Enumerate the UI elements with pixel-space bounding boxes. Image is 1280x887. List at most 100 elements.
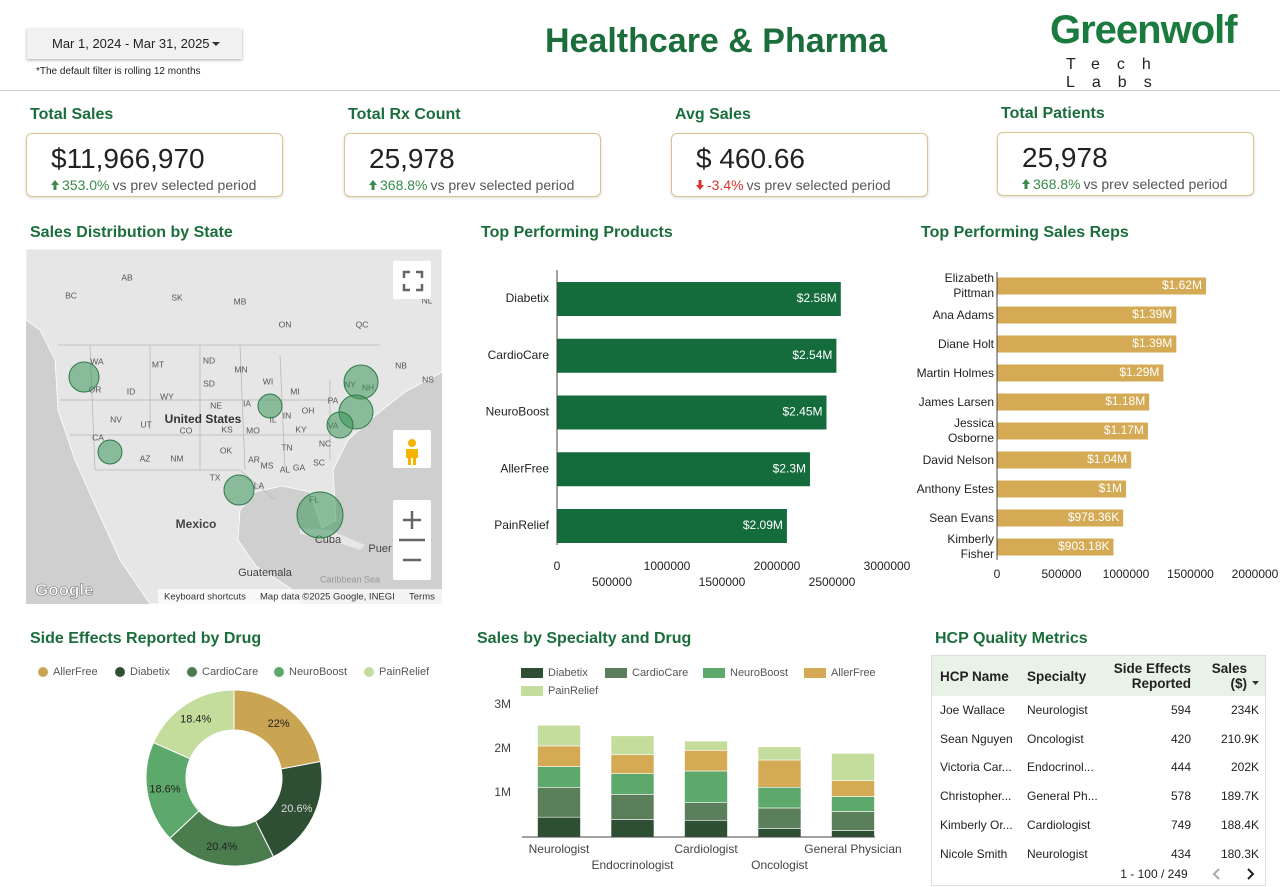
map-label: Puer [368,543,392,555]
category-label: Ana Adams [932,307,994,322]
map-label: MT [152,359,164,369]
stacked-bar-segment [757,746,802,761]
column-header[interactable]: Sales ($) [1197,656,1247,696]
value-label: $2.58M [797,291,837,305]
stacked-bar-segment [537,816,581,838]
map-label: IL [269,414,276,424]
section-title: Sales Distribution by State [30,224,233,241]
legend-marker [187,667,197,677]
sales-bubble [223,474,255,506]
slice-label: 18.4% [180,713,211,725]
trend-arrow [51,180,59,190]
map-label: QC [356,319,369,329]
table-cell: 234K [1230,703,1259,717]
section-title: Sales by Specialty and Drug [477,630,691,647]
stacked-bar-segment [757,828,802,838]
value-label: $1.39M [1132,307,1172,321]
stacked-bar-segment [537,745,581,767]
map-label: TX [210,472,221,482]
map-label: OR [89,384,102,394]
trend-arrow [696,180,704,190]
value-label: $978.36K [1068,510,1119,524]
value-label: $1.62M [1162,278,1202,292]
next-page[interactable] [1247,868,1255,880]
kpi-value: 25,978 [369,143,455,174]
slice-label: 18.6% [149,784,180,796]
table-cell: Sean Nguyen [940,731,1013,746]
bar [997,393,1150,411]
bar [997,538,1114,556]
stacked-bar-segment [684,802,728,821]
map-label: ND [203,355,215,365]
kpi-label: Avg Sales [675,106,751,123]
stacked-bar-segment [610,819,655,838]
legend-label: NeuroBoost [289,666,347,678]
table-cell: 189.7K [1220,789,1259,804]
prev-page[interactable] [1212,868,1220,880]
table-cell: Nicole Smith [940,846,1008,861]
x-tick-label: General Physician [804,842,901,856]
stacked-bar-segment [610,735,655,756]
column-header[interactable]: Specialty [1027,656,1107,696]
kpi-value: $ 460.66 [696,143,805,174]
stacked-bar-segment [831,780,875,797]
sales-bubble [97,439,123,465]
stacked-bar-segment [684,740,728,751]
change-value: 368.8% [380,177,428,193]
legend-label: Diabetix [548,667,588,679]
x-tick-label: 1000000 [644,559,691,573]
column-header[interactable]: HCP Name [940,656,1024,696]
column-header-text: Sales ($) [1211,661,1247,691]
stacked-bar-segment [537,786,581,818]
x-tick-label: 2000000 [754,559,801,573]
legend-swatch [605,668,627,678]
stacked-bar-segment [757,759,802,788]
legend-label: NeuroBoost [730,667,788,679]
table: HCP Name Specialty Side Effects Reported Sa… [931,655,1266,886]
sort-arrow [1252,681,1259,685]
column-header-text: Side Effects Reported [1113,661,1191,691]
map-label: KS [221,424,233,434]
bar [997,509,1124,527]
map-label: PA [328,395,339,405]
category-label: Diane Holt [937,336,994,351]
fullscreen-button[interactable] [393,261,431,299]
legend-swatch [521,668,543,678]
section-title: Top Performing Sales Reps [921,224,1129,241]
map-label: Guatemala [238,567,293,579]
kpi-label: Total Patients [1001,105,1105,122]
map-label: AL [280,464,291,474]
map-attribution: Keyboard shortcuts [164,592,246,603]
date-filter[interactable]: Mar 1, 2024 - Mar 31, 2025 [27,29,242,59]
column-header[interactable]: Side Effects Reported [1100,656,1191,696]
stacked-bar-segment [831,811,875,831]
legend-label: CardioCare [202,666,258,678]
map-label: OK [220,445,233,455]
pagination-controls [1212,868,1255,880]
map-label: KY [295,424,307,434]
value-label: $1.18M [1105,394,1145,408]
map-label: MB [234,296,247,306]
map-label: TN [281,442,292,452]
category-label: AllerFree [500,461,549,475]
legend-swatch [521,686,543,696]
y-tick-label: 1M [494,785,511,799]
stacked-bar-segment [757,807,802,829]
sales-bubble [326,411,354,439]
value-label: $1.29M [1119,365,1159,379]
x-tick-label: Cardiologist [674,842,738,856]
logo: Greenwolf [1050,8,1238,52]
stacked-bar-segment [831,753,875,781]
slice-label: 22% [268,718,290,730]
category-label: CardioCare [488,348,550,362]
kpi-change: -3.4% vs prev selected period [696,177,891,193]
bar [997,451,1132,469]
x-tick-label: 500000 [1041,567,1081,581]
value-label: $1M [1099,481,1122,495]
table-cell: 594 [1170,703,1191,717]
attribution-bar [158,589,442,604]
map-label: Caribbean Sea [320,574,380,584]
stacked-bar-segment [831,796,875,812]
bar [997,335,1177,353]
sales-bubble [296,491,344,539]
